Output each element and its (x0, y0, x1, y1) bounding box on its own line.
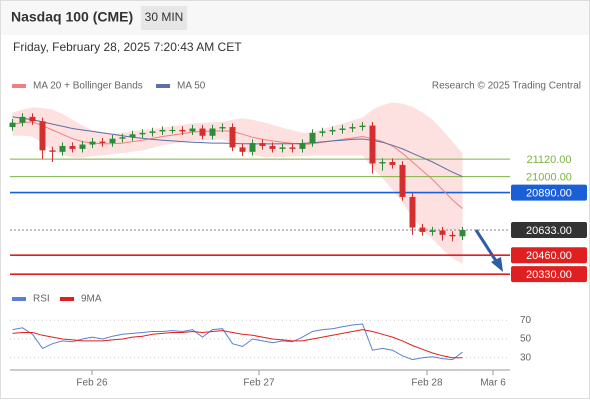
candle-body (369, 125, 376, 164)
candle-body (49, 150, 56, 152)
price-label-box (511, 266, 587, 283)
legend-swatch (156, 84, 170, 88)
candle-body (239, 147, 246, 152)
legend-swatch (12, 84, 26, 88)
rsi-line (12, 329, 463, 359)
candle-body (449, 234, 456, 237)
candle-body (269, 145, 276, 149)
candle-body (329, 129, 336, 132)
candle-body (419, 227, 426, 232)
x-tick-label: Feb 27 (243, 378, 275, 389)
candle-body (399, 164, 406, 197)
candle-body (299, 143, 306, 149)
candle-body (59, 145, 66, 152)
candle-body (19, 116, 26, 123)
price-label: 20890.00 (526, 188, 572, 200)
x-tick-label: Feb 28 (411, 378, 443, 389)
candle-body (29, 116, 36, 122)
candle-body (339, 128, 346, 130)
candle-body (119, 137, 126, 139)
candle-body (279, 147, 286, 149)
legend-label: MA 20 + Bollinger Bands (33, 81, 143, 92)
candle-body (209, 128, 216, 136)
price-label: 20330.00 (526, 269, 572, 281)
candle-body (149, 131, 156, 133)
candle-body (199, 128, 206, 136)
candle-body (129, 134, 136, 138)
candle-body (39, 121, 46, 151)
candle-body (109, 138, 116, 144)
x-tick-label: Feb 26 (76, 378, 108, 389)
moving-average (12, 116, 463, 178)
legend-swatch (60, 297, 74, 301)
candle-body (429, 230, 436, 232)
candle-body (439, 230, 446, 235)
candle-body (409, 196, 416, 228)
rsi-line (12, 323, 463, 361)
datetime: Friday, February 28, 2025 7:20:43 AM CET (13, 40, 242, 54)
timeframe: 30 MIN (145, 10, 184, 24)
credit: Research © 2025 Trading Central (432, 81, 581, 92)
candle-body (139, 132, 146, 135)
y-tick-label: 30 (520, 352, 532, 363)
candle-body (179, 129, 186, 132)
legend-label: 9MA (81, 294, 102, 305)
forecast-arrow (474, 229, 500, 265)
candle-body (69, 145, 76, 149)
candle-body (459, 230, 466, 237)
candle-body (219, 127, 226, 129)
price-label-box (511, 247, 587, 264)
y-tick-label: 70 (520, 315, 532, 326)
price-label: 20460.00 (526, 250, 572, 262)
candle-body (319, 131, 326, 133)
legend-label: RSI (33, 294, 50, 305)
candle-body (89, 141, 96, 145)
candle-body (349, 127, 356, 129)
candle-body (189, 128, 196, 132)
candle-body (309, 132, 316, 144)
header-bar (1, 1, 589, 35)
candle-body (389, 162, 396, 165)
legend-label: MA 50 (177, 81, 206, 92)
timeframe-box (141, 6, 187, 30)
candle-body (379, 162, 386, 164)
y-tick-label: 50 (520, 334, 532, 345)
legend-swatch (12, 297, 26, 301)
x-tick-label: Mar 6 (480, 378, 506, 389)
title: Nasdaq 100 (CME) (11, 9, 133, 25)
price-label-box (511, 222, 587, 239)
price-label-box (511, 184, 587, 201)
candle-body (359, 125, 366, 128)
price-label: 20633.00 (526, 225, 572, 237)
candle-body (229, 127, 236, 148)
candle-body (9, 122, 16, 128)
candle-body (259, 143, 266, 146)
candle-body (99, 141, 106, 144)
forecast-arrowhead (491, 257, 503, 272)
candle-body (289, 147, 296, 149)
price-label: 21120.00 (526, 154, 571, 166)
candle-body (159, 129, 166, 132)
candle-body (169, 129, 176, 131)
candle-body (79, 144, 86, 149)
price-label: 21000.00 (526, 171, 572, 183)
candle-body (249, 143, 256, 152)
